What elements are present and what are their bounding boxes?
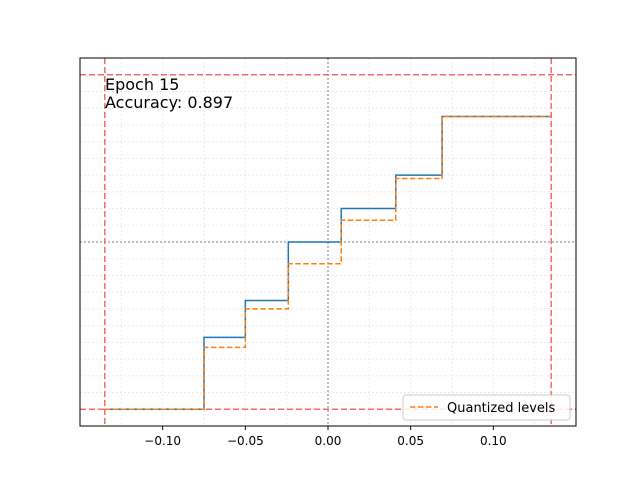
legend-box bbox=[402, 394, 571, 421]
x-tick-label: 0.10 bbox=[480, 434, 507, 448]
legend: Quantized levels bbox=[402, 394, 571, 421]
annotation-accuracy: Accuracy: 0.897 bbox=[105, 93, 233, 112]
series-line-reference bbox=[104, 115, 552, 411]
x-tick-label: −0.05 bbox=[227, 434, 264, 448]
legend-label-quantized: Quantized levels bbox=[447, 401, 556, 416]
x-tick-label: 0.00 bbox=[315, 434, 342, 448]
annotation-epoch: Epoch 15 bbox=[105, 75, 179, 94]
x-tick-label: 0.05 bbox=[397, 434, 424, 448]
series-line-quantized bbox=[104, 115, 552, 411]
x-axis: −0.10 −0.05 0.00 0.05 0.10 bbox=[144, 426, 507, 448]
series-layer bbox=[104, 115, 552, 411]
x-tick-label: −0.10 bbox=[144, 434, 181, 448]
